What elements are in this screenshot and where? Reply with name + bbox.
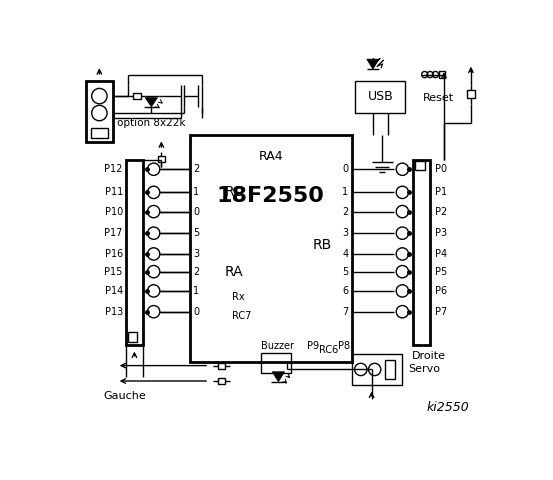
- Bar: [356, 81, 405, 113]
- Bar: [91, 129, 108, 138]
- Text: 1: 1: [342, 187, 348, 197]
- Text: RC7: RC7: [232, 311, 252, 321]
- Text: 5: 5: [342, 267, 348, 276]
- Text: 1: 1: [193, 286, 199, 296]
- Bar: [218, 378, 225, 384]
- Text: option 8x22k: option 8x22k: [117, 118, 186, 128]
- Text: 6: 6: [342, 286, 348, 296]
- Polygon shape: [367, 59, 379, 69]
- Text: 2: 2: [193, 164, 199, 174]
- Text: Gauche: Gauche: [103, 391, 146, 401]
- Bar: [158, 156, 165, 162]
- Bar: [128, 333, 138, 342]
- Text: RC: RC: [225, 185, 243, 199]
- Text: P3: P3: [435, 228, 447, 238]
- Text: 2: 2: [342, 206, 348, 216]
- Text: P14: P14: [105, 286, 123, 296]
- Text: 18F2550: 18F2550: [217, 186, 325, 206]
- Text: 3: 3: [342, 228, 348, 238]
- Text: Droite: Droite: [413, 351, 446, 361]
- Bar: [385, 360, 395, 379]
- Text: Rx: Rx: [232, 292, 245, 302]
- Text: Buzzer: Buzzer: [262, 341, 294, 351]
- Text: Servo: Servo: [408, 364, 440, 374]
- Text: 1: 1: [193, 187, 199, 197]
- Text: P17: P17: [105, 228, 123, 238]
- Text: P15: P15: [105, 267, 123, 276]
- Polygon shape: [272, 372, 285, 382]
- Text: 0: 0: [193, 206, 199, 216]
- Bar: [369, 43, 377, 49]
- Text: P9: P9: [307, 341, 319, 351]
- Text: P16: P16: [105, 249, 123, 259]
- Text: 0: 0: [342, 164, 348, 174]
- Bar: [352, 354, 401, 385]
- Bar: [86, 81, 113, 142]
- Text: 2: 2: [193, 267, 199, 276]
- Text: P1: P1: [435, 187, 447, 197]
- Text: 0: 0: [193, 307, 199, 317]
- Bar: [415, 161, 425, 170]
- Text: RA4: RA4: [258, 150, 283, 163]
- Bar: [190, 134, 352, 362]
- Text: P12: P12: [105, 164, 123, 174]
- Text: ki2550: ki2550: [426, 401, 469, 414]
- Text: RC6: RC6: [319, 345, 338, 355]
- Bar: [218, 362, 225, 369]
- Bar: [262, 352, 291, 373]
- Bar: [133, 93, 140, 99]
- Text: P0: P0: [435, 164, 447, 174]
- Text: 7: 7: [342, 307, 348, 317]
- Text: P5: P5: [435, 267, 447, 276]
- Text: RB: RB: [313, 238, 332, 252]
- Text: P6: P6: [435, 286, 447, 296]
- Bar: [126, 160, 143, 345]
- Bar: [413, 160, 430, 345]
- Text: P10: P10: [105, 206, 123, 216]
- Text: P8: P8: [338, 341, 350, 351]
- Text: 5: 5: [193, 228, 199, 238]
- Text: RA: RA: [225, 264, 243, 279]
- Text: 4: 4: [342, 249, 348, 259]
- Polygon shape: [145, 97, 158, 107]
- Text: P2: P2: [435, 206, 447, 216]
- Text: P13: P13: [105, 307, 123, 317]
- Text: 3: 3: [193, 249, 199, 259]
- Text: P4: P4: [435, 249, 447, 259]
- Bar: [467, 90, 475, 98]
- Text: Reset: Reset: [423, 93, 454, 103]
- Text: USB: USB: [368, 90, 393, 103]
- Text: P11: P11: [105, 187, 123, 197]
- Bar: [439, 71, 446, 78]
- Text: P7: P7: [435, 307, 447, 317]
